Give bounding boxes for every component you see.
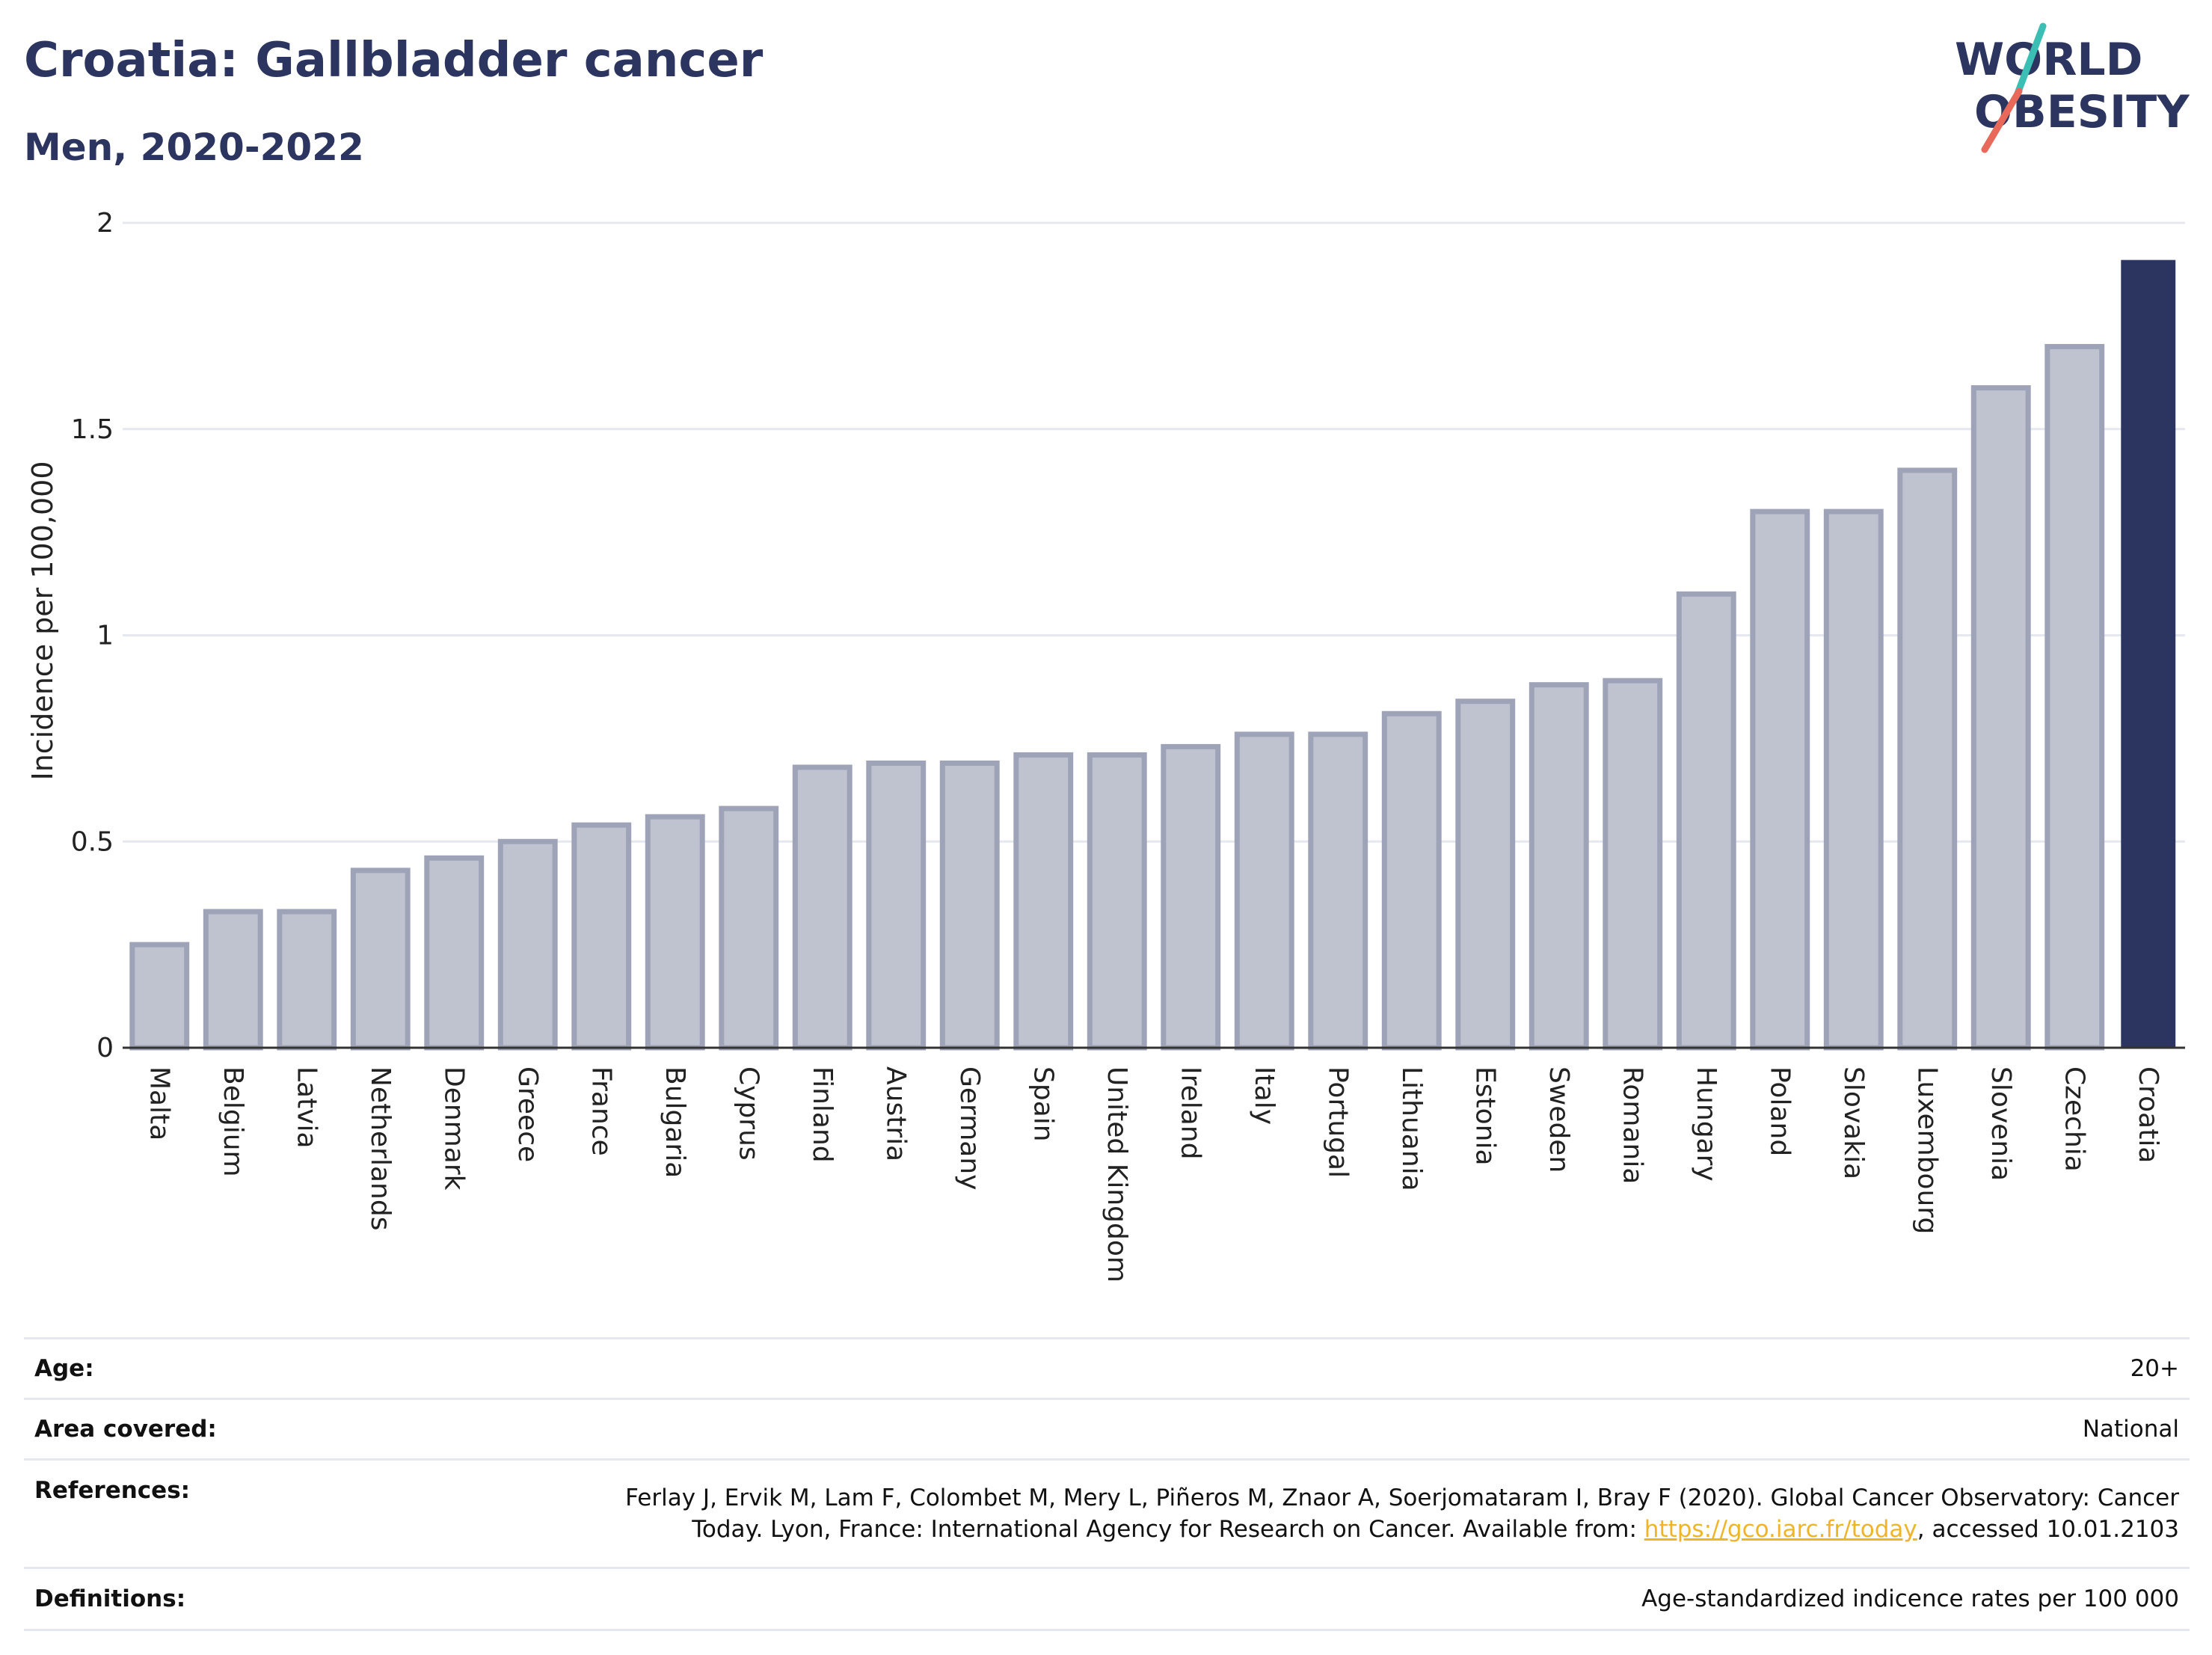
- age-value: 20+: [434, 1337, 2190, 1400]
- y-tick-label: 0.5: [71, 826, 114, 857]
- x-tick-label: Lithuania: [1396, 1066, 1427, 1191]
- x-tick-label: Estonia: [1469, 1066, 1500, 1166]
- bar-poland: [1750, 509, 1810, 1051]
- x-tick-label: Romania: [1617, 1066, 1647, 1184]
- bar-ireland: [1161, 743, 1221, 1051]
- bar-netherlands: [350, 868, 411, 1051]
- references-value: Ferlay J, Ervik M, Lam F, Colombet M, Me…: [434, 1458, 2190, 1569]
- logo-slash-teal: [2014, 22, 2047, 97]
- x-tick-label: Bulgaria: [660, 1066, 690, 1178]
- bar-united-kingdom: [1087, 752, 1147, 1051]
- world-obesity-logo: WORLD OBESITY: [1955, 22, 2190, 153]
- info-row-age: Age: 20+: [24, 1337, 2190, 1400]
- area-label: Area covered:: [24, 1398, 434, 1461]
- bar-czechia: [2044, 343, 2105, 1051]
- page-subtitle: Men, 2020-2022: [24, 126, 364, 169]
- bar-slovakia: [1823, 509, 1884, 1051]
- x-tick-label: Netherlands: [365, 1066, 396, 1230]
- bar-sweden: [1529, 682, 1589, 1051]
- bar-luxembourg: [1897, 467, 1958, 1051]
- x-tick-label: Malta: [144, 1066, 174, 1140]
- x-tick-label: Sweden: [1543, 1066, 1574, 1173]
- y-tick-label: 0: [96, 1033, 114, 1063]
- x-tick-label: Greece: [512, 1066, 543, 1162]
- bar-italy: [1234, 731, 1294, 1051]
- x-tick-label: Hungary: [1691, 1066, 1721, 1182]
- bar-estonia: [1455, 698, 1516, 1051]
- references-link[interactable]: https://gco.iarc.fr/today: [1644, 1516, 1917, 1543]
- bar-portugal: [1308, 731, 1368, 1051]
- y-tick-label: 2: [96, 208, 114, 239]
- bar-austria: [866, 760, 927, 1051]
- x-tick-label: Croatia: [2133, 1066, 2163, 1163]
- x-tick-label: Ireland: [1175, 1066, 1205, 1160]
- bar-cyprus: [719, 805, 779, 1051]
- bars: [129, 260, 2176, 1051]
- x-tick-label: Spain: [1027, 1066, 1058, 1142]
- age-label: Age:: [24, 1337, 434, 1400]
- page-title: Croatia: Gallbladder cancer: [24, 33, 764, 88]
- bar-lithuania: [1381, 710, 1442, 1051]
- x-tick-label: Finland: [807, 1066, 838, 1163]
- x-tick-label: Slovenia: [1985, 1066, 2016, 1181]
- bar-chart: 0 0.5 1 1.5 2 Malta Belgium Latvia Netherlands De…: [26, 208, 2185, 1283]
- bar-finland: [792, 764, 852, 1051]
- x-tick-label: Slovakia: [1838, 1066, 1869, 1179]
- x-tick-label: Italy: [1249, 1066, 1279, 1125]
- x-tick-label: Latvia: [291, 1066, 322, 1149]
- references-text: Today. Lyon, France: International Agenc…: [692, 1516, 1644, 1543]
- x-tick-label: Austria: [880, 1066, 911, 1161]
- x-tick-label: Poland: [1764, 1066, 1795, 1156]
- axes: 0 0.5 1 1.5 2 Malta Belgium Latvia Netherlands De…: [71, 208, 2185, 1283]
- x-tick-label: Denmark: [438, 1066, 469, 1191]
- references-label: References:: [24, 1458, 434, 1569]
- definitions-label: Definitions:: [24, 1567, 434, 1631]
- logo-text-world: WORLD: [1955, 34, 2142, 86]
- x-tick-label: Germany: [954, 1066, 985, 1190]
- y-axis-label: Incidence per 100,000: [26, 461, 59, 780]
- y-tick-label: 1: [96, 621, 114, 651]
- bar-latvia: [277, 909, 337, 1051]
- y-tick-label: 1.5: [71, 414, 114, 445]
- x-tick-label: Luxembourg: [1911, 1066, 1942, 1234]
- bar-malta: [129, 942, 190, 1051]
- info-row-area: Area covered: National: [24, 1398, 2190, 1461]
- bar-romania: [1603, 678, 1663, 1051]
- bar-spain: [1013, 752, 1074, 1051]
- x-tick-label: Belgium: [218, 1066, 248, 1177]
- x-tick-label: Cyprus: [733, 1066, 764, 1161]
- x-tick-label: France: [586, 1066, 616, 1156]
- bar-denmark: [424, 855, 485, 1051]
- bar-france: [571, 822, 632, 1051]
- x-tick-label: Portugal: [1322, 1066, 1353, 1178]
- bar-germany: [939, 760, 1000, 1051]
- area-value: National: [434, 1398, 2190, 1461]
- references-line-2: Today. Lyon, France: International Agenc…: [444, 1514, 2179, 1545]
- bar-bulgaria: [645, 814, 705, 1051]
- references-accessed: , accessed 10.01.2103: [1917, 1516, 2179, 1543]
- bar-hungary: [1676, 591, 1736, 1051]
- bar-croatia: [2121, 260, 2176, 1048]
- info-table: Age: 20+ Area covered: National Referenc…: [24, 1337, 2190, 1631]
- bar-belgium: [203, 909, 263, 1051]
- bar-greece: [497, 838, 558, 1051]
- logo-slash-coral: [1981, 87, 2023, 153]
- definitions-value: Age-standardized indicence rates per 100…: [434, 1567, 2190, 1631]
- references-line-1: Ferlay J, Ervik M, Lam F, Colombet M, Me…: [625, 1484, 2179, 1511]
- bar-slovenia: [1970, 385, 2031, 1051]
- x-tick-label: United Kingdom: [1102, 1066, 1132, 1283]
- x-tick-label: Czechia: [2059, 1066, 2089, 1172]
- info-row-references: References: Ferlay J, Ervik M, Lam F, Co…: [24, 1458, 2190, 1569]
- info-row-definitions: Definitions: Age-standardized indicence …: [24, 1567, 2190, 1631]
